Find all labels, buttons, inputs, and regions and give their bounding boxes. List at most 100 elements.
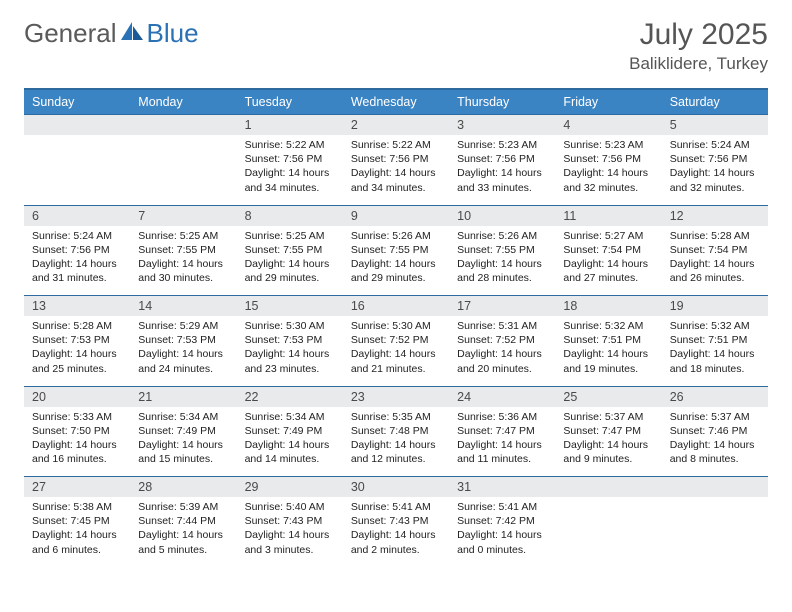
day-number-cell: 14 (130, 296, 236, 317)
day-details: Sunrise: 5:24 AMSunset: 7:56 PMDaylight:… (24, 226, 130, 292)
sunrise-line: Sunrise: 5:34 AM (138, 410, 228, 424)
daylight-line: Daylight: 14 hours and 8 minutes. (670, 438, 760, 466)
daylight-line: Daylight: 14 hours and 32 minutes. (670, 166, 760, 194)
sunset-line: Sunset: 7:49 PM (138, 424, 228, 438)
day-body-row: Sunrise: 5:24 AMSunset: 7:56 PMDaylight:… (24, 226, 768, 296)
sunrise-line: Sunrise: 5:32 AM (563, 319, 653, 333)
day-number: 30 (343, 477, 449, 497)
daylight-line: Daylight: 14 hours and 3 minutes. (245, 528, 335, 556)
day-details: Sunrise: 5:33 AMSunset: 7:50 PMDaylight:… (24, 407, 130, 473)
day-number-cell: 25 (555, 386, 661, 407)
day-body-cell: Sunrise: 5:22 AMSunset: 7:56 PMDaylight:… (343, 135, 449, 205)
day-details: Sunrise: 5:38 AMSunset: 7:45 PMDaylight:… (24, 497, 130, 563)
sunset-line: Sunset: 7:55 PM (138, 243, 228, 257)
day-body-cell: Sunrise: 5:38 AMSunset: 7:45 PMDaylight:… (24, 497, 130, 567)
day-body-cell: Sunrise: 5:33 AMSunset: 7:50 PMDaylight:… (24, 407, 130, 477)
day-number-cell: 2 (343, 115, 449, 136)
day-details: Sunrise: 5:32 AMSunset: 7:51 PMDaylight:… (555, 316, 661, 382)
day-body-cell: Sunrise: 5:37 AMSunset: 7:46 PMDaylight:… (662, 407, 768, 477)
day-details: Sunrise: 5:34 AMSunset: 7:49 PMDaylight:… (130, 407, 236, 473)
sunset-line: Sunset: 7:53 PM (245, 333, 335, 347)
sunrise-line: Sunrise: 5:25 AM (245, 229, 335, 243)
day-details: Sunrise: 5:22 AMSunset: 7:56 PMDaylight:… (237, 135, 343, 201)
day-details: Sunrise: 5:30 AMSunset: 7:52 PMDaylight:… (343, 316, 449, 382)
day-details: Sunrise: 5:25 AMSunset: 7:55 PMDaylight:… (130, 226, 236, 292)
daylight-line: Daylight: 14 hours and 24 minutes. (138, 347, 228, 375)
day-details: Sunrise: 5:34 AMSunset: 7:49 PMDaylight:… (237, 407, 343, 473)
day-body-cell (555, 497, 661, 567)
logo-text-general: General (24, 18, 117, 49)
day-details: Sunrise: 5:23 AMSunset: 7:56 PMDaylight:… (555, 135, 661, 201)
sunrise-line: Sunrise: 5:36 AM (457, 410, 547, 424)
day-number-cell: 3 (449, 115, 555, 136)
sunrise-line: Sunrise: 5:24 AM (32, 229, 122, 243)
day-number-cell: 9 (343, 205, 449, 226)
day-body-cell: Sunrise: 5:26 AMSunset: 7:55 PMDaylight:… (449, 226, 555, 296)
day-body-cell: Sunrise: 5:36 AMSunset: 7:47 PMDaylight:… (449, 407, 555, 477)
sunrise-line: Sunrise: 5:29 AM (138, 319, 228, 333)
day-body-cell: Sunrise: 5:22 AMSunset: 7:56 PMDaylight:… (237, 135, 343, 205)
day-details: Sunrise: 5:28 AMSunset: 7:53 PMDaylight:… (24, 316, 130, 382)
sunset-line: Sunset: 7:45 PM (32, 514, 122, 528)
daylight-line: Daylight: 14 hours and 2 minutes. (351, 528, 441, 556)
day-details: Sunrise: 5:32 AMSunset: 7:51 PMDaylight:… (662, 316, 768, 382)
day-body-cell (130, 135, 236, 205)
day-body-cell: Sunrise: 5:24 AMSunset: 7:56 PMDaylight:… (662, 135, 768, 205)
day-number: 24 (449, 387, 555, 407)
daylight-line: Daylight: 14 hours and 5 minutes. (138, 528, 228, 556)
day-body-cell: Sunrise: 5:32 AMSunset: 7:51 PMDaylight:… (662, 316, 768, 386)
day-number-row: 6789101112 (24, 205, 768, 226)
day-number-cell: 16 (343, 296, 449, 317)
day-number: 15 (237, 296, 343, 316)
sunrise-line: Sunrise: 5:39 AM (138, 500, 228, 514)
day-number: 27 (24, 477, 130, 497)
day-body-cell: Sunrise: 5:23 AMSunset: 7:56 PMDaylight:… (555, 135, 661, 205)
daylight-line: Daylight: 14 hours and 16 minutes. (32, 438, 122, 466)
day-number-cell: 5 (662, 115, 768, 136)
day-number: 7 (130, 206, 236, 226)
day-details: Sunrise: 5:39 AMSunset: 7:44 PMDaylight:… (130, 497, 236, 563)
day-number-cell: 1 (237, 115, 343, 136)
day-number-cell: 26 (662, 386, 768, 407)
day-details: Sunrise: 5:27 AMSunset: 7:54 PMDaylight:… (555, 226, 661, 292)
sunset-line: Sunset: 7:46 PM (670, 424, 760, 438)
sunset-line: Sunset: 7:56 PM (245, 152, 335, 166)
sunset-line: Sunset: 7:54 PM (670, 243, 760, 257)
day-number-cell: 23 (343, 386, 449, 407)
day-number: 20 (24, 387, 130, 407)
day-body-cell: Sunrise: 5:39 AMSunset: 7:44 PMDaylight:… (130, 497, 236, 567)
day-number-cell: 17 (449, 296, 555, 317)
day-number: 11 (555, 206, 661, 226)
sunset-line: Sunset: 7:51 PM (563, 333, 653, 347)
day-number: 17 (449, 296, 555, 316)
day-number: 1 (237, 115, 343, 135)
daylight-line: Daylight: 14 hours and 32 minutes. (563, 166, 653, 194)
day-body-cell: Sunrise: 5:40 AMSunset: 7:43 PMDaylight:… (237, 497, 343, 567)
day-number: 16 (343, 296, 449, 316)
day-number-cell: 21 (130, 386, 236, 407)
empty-day-number (24, 115, 130, 135)
daylight-line: Daylight: 14 hours and 23 minutes. (245, 347, 335, 375)
day-number-cell: 22 (237, 386, 343, 407)
day-number-row: 12345 (24, 115, 768, 136)
sunrise-line: Sunrise: 5:38 AM (32, 500, 122, 514)
daylight-line: Daylight: 14 hours and 6 minutes. (32, 528, 122, 556)
daylight-line: Daylight: 14 hours and 12 minutes. (351, 438, 441, 466)
sunrise-line: Sunrise: 5:26 AM (457, 229, 547, 243)
day-number-cell: 6 (24, 205, 130, 226)
daylight-line: Daylight: 14 hours and 14 minutes. (245, 438, 335, 466)
daylight-line: Daylight: 14 hours and 30 minutes. (138, 257, 228, 285)
daylight-line: Daylight: 14 hours and 20 minutes. (457, 347, 547, 375)
sunset-line: Sunset: 7:56 PM (563, 152, 653, 166)
day-number: 10 (449, 206, 555, 226)
daylight-line: Daylight: 14 hours and 26 minutes. (670, 257, 760, 285)
daylight-line: Daylight: 14 hours and 11 minutes. (457, 438, 547, 466)
day-body-cell (24, 135, 130, 205)
day-number: 26 (662, 387, 768, 407)
empty-day-number (555, 477, 661, 497)
day-number-cell: 20 (24, 386, 130, 407)
daylight-line: Daylight: 14 hours and 34 minutes. (245, 166, 335, 194)
page-title: July 2025 (629, 18, 768, 52)
sunrise-line: Sunrise: 5:41 AM (351, 500, 441, 514)
sunset-line: Sunset: 7:49 PM (245, 424, 335, 438)
